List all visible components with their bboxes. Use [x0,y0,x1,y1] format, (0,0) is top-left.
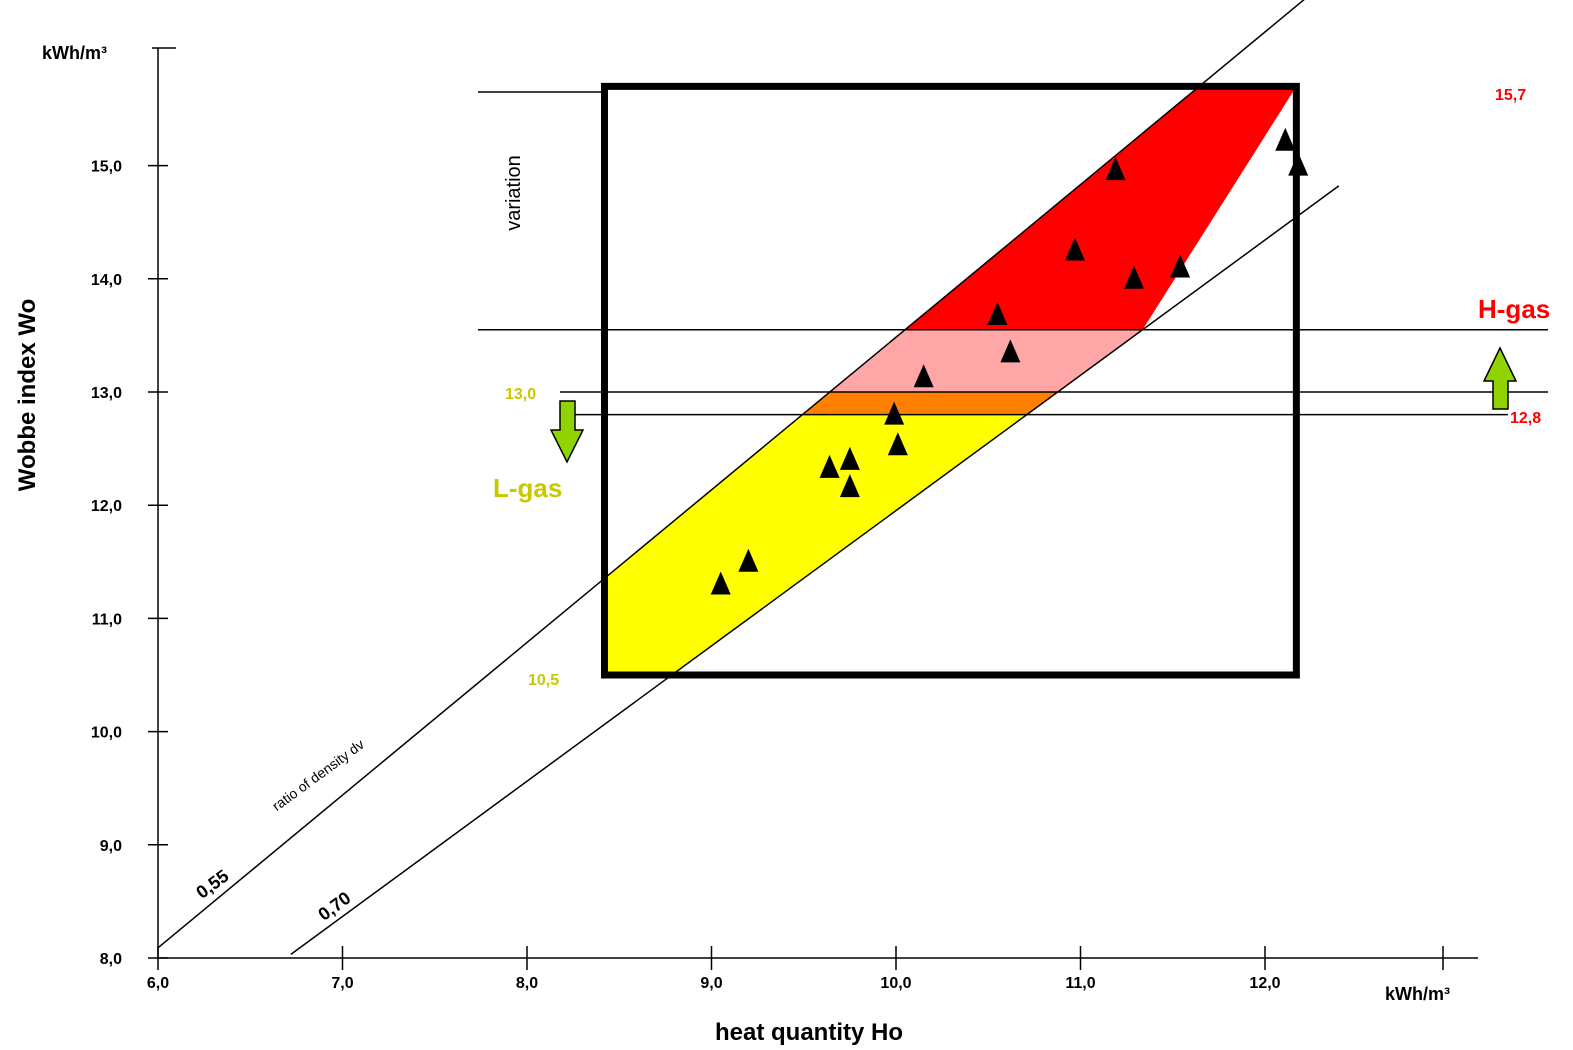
data-point [1000,339,1021,363]
density-line-055 [157,0,1305,949]
limit-box [600,82,1300,679]
data-point [913,364,934,388]
y-tick-label: 11,0 [92,611,122,628]
data-point [987,302,1008,326]
limit-box-top: 15,7 [1495,87,1526,104]
data-point [1124,265,1145,289]
density-line-070 [290,185,1340,955]
x-tick-label: 11,0 [1065,975,1095,992]
density-caption: ratio of density dv [269,736,367,814]
data-point [710,571,731,595]
y-axis-unit: kWh/m³ [42,43,107,63]
x-tick-label: 9,0 [700,975,722,992]
data-point [1288,152,1309,176]
band-0 [905,86,1297,330]
x-tick-label: 8,0 [516,975,538,992]
points-layer [710,127,1309,595]
y-tick-label: 13,0 [91,385,122,402]
data-point [839,446,860,470]
x-tick-label: 6,0 [147,975,169,992]
limit-h-gas-min: 12,8 [1510,410,1541,427]
data-point [1105,157,1126,181]
data-point [1064,237,1085,261]
data-point [887,432,908,456]
data-point [839,474,860,498]
data-point [1275,127,1296,151]
bands-layer [604,86,1297,675]
x-tick-label: 12,0 [1249,975,1280,992]
band-1 [829,329,1143,392]
l-gas-arrow-icon [549,400,585,464]
limit-l-gas-max: 13,0 [505,386,536,403]
y-tick-label: 10,0 [91,725,122,742]
x-axis-title: heat quantity Ho [715,1019,903,1046]
x-tick-label: 7,0 [331,975,353,992]
y-tick-label: 9,0 [100,838,122,855]
density-label-070: 0,70 [314,888,354,925]
band-2 [802,392,1058,415]
y-tick-label: 12,0 [91,498,122,515]
data-point [1170,254,1191,278]
y-tick-label: 8,0 [100,951,122,968]
y-tick-label: 14,0 [91,272,122,289]
y-axis-title: Wobbe index Wo [14,299,41,491]
data-point [738,548,759,572]
h-gas-label: H-gas [1478,294,1550,324]
axes-layer [148,47,1478,970]
data-point [819,454,840,478]
y-tick-label: 15,0 [91,159,122,176]
x-tick-label: 10,0 [880,975,911,992]
density-label-055: 0,55 [192,866,232,903]
variation-label: variation [503,155,525,231]
h-gas-arrow-icon [1482,346,1518,410]
x-axis-unit: kWh/m³ [1385,984,1450,1004]
l-gas-label: L-gas [493,473,562,503]
reference-lines-layer [157,0,1548,955]
limit-box-bottom: 10,5 [528,672,559,689]
band-3 [604,414,1027,675]
data-point [884,401,905,425]
